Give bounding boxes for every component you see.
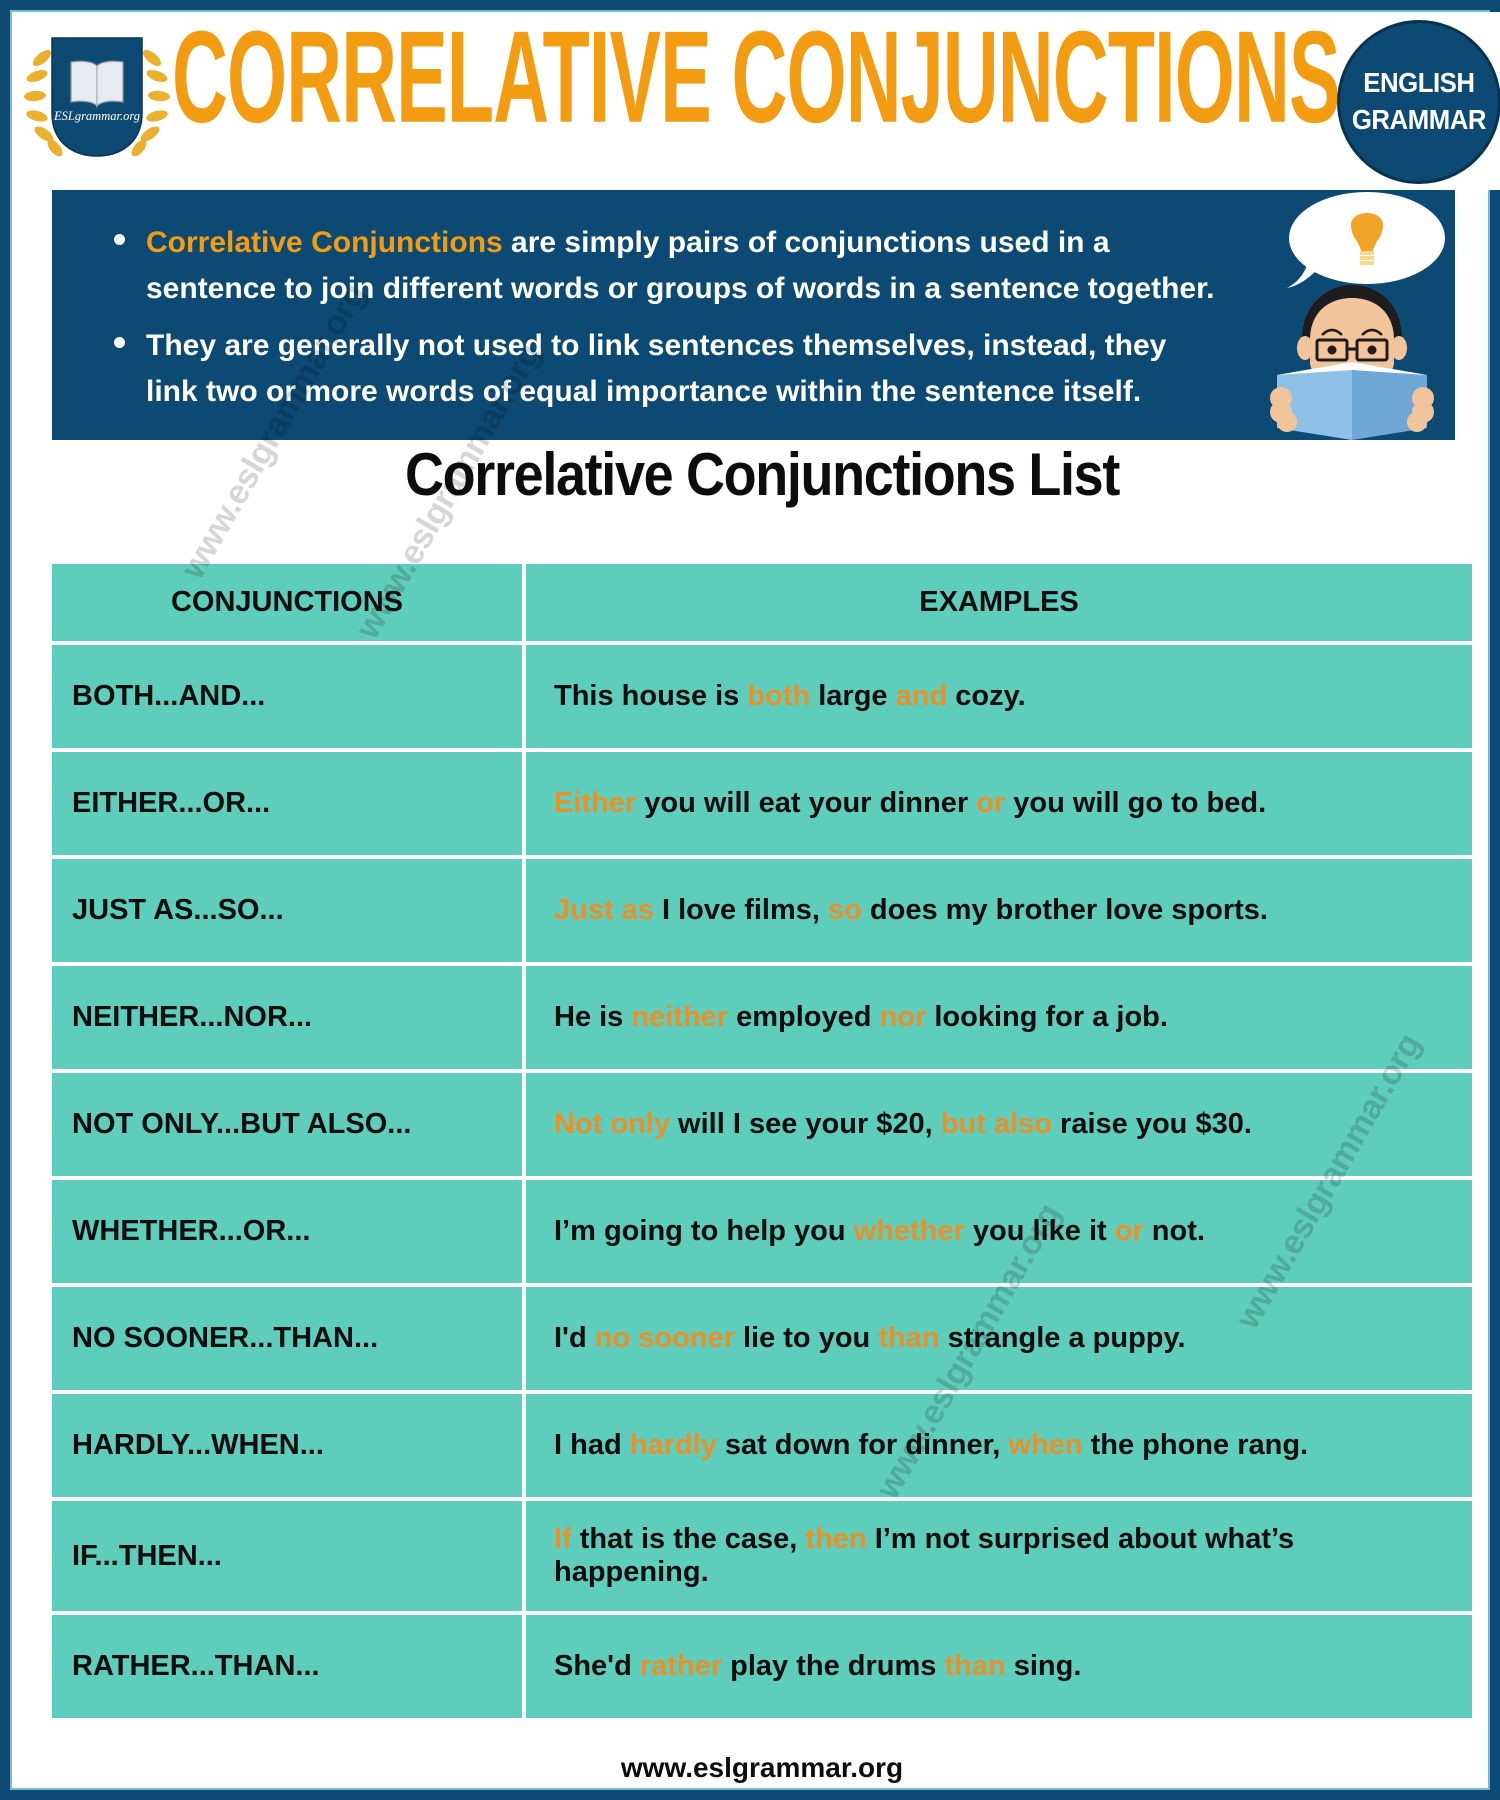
svg-text:ESLgrammar.org: ESLgrammar.org	[53, 109, 140, 123]
